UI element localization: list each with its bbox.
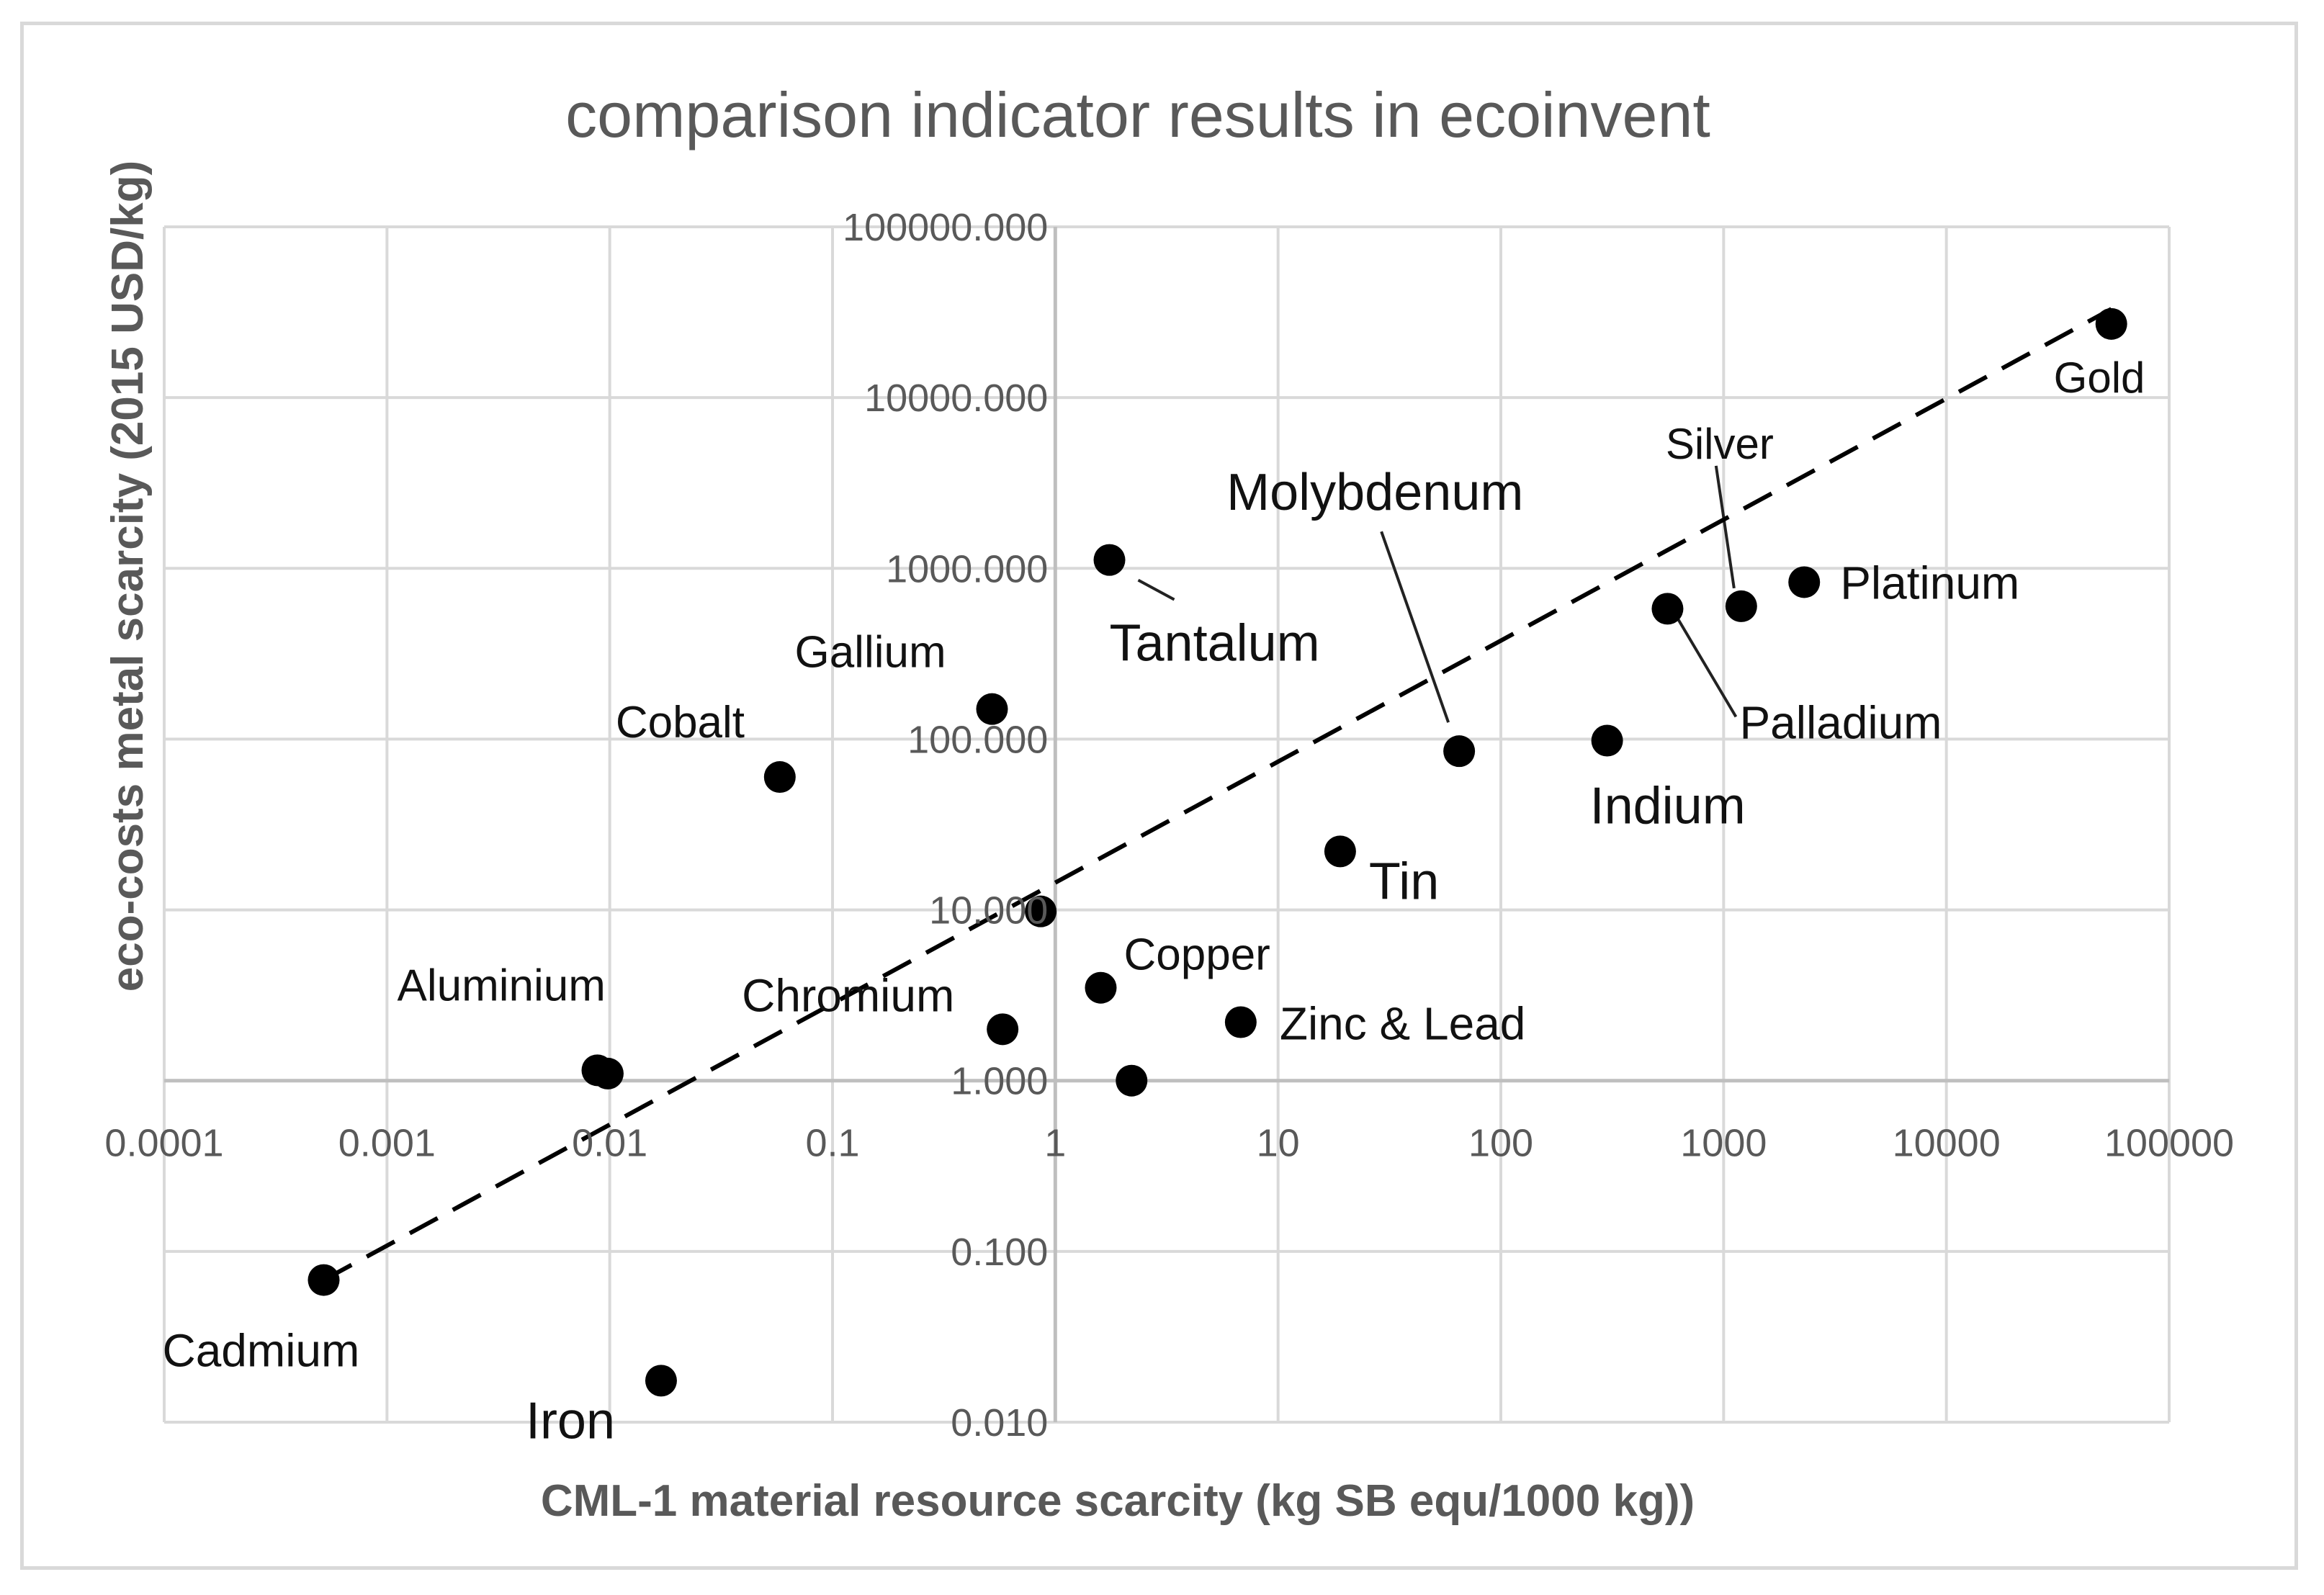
point-gallium: [976, 693, 1008, 725]
point-tin: [1324, 835, 1356, 868]
point-platinum: [1788, 566, 1821, 598]
point-label-gold: Gold: [2054, 354, 2145, 402]
y-tick-label-0: 0.010: [951, 1401, 1048, 1445]
leader-line-palladium: [1677, 619, 1738, 718]
y-tick-label-6: 10000.000: [864, 377, 1048, 420]
point-label-indium: Indium: [1590, 778, 1746, 835]
point-label-molybdenum: Molybdenum: [1226, 464, 1523, 521]
point-unlabeled-13: [1025, 895, 1057, 927]
x-tick-label-0: 0.0001: [104, 1122, 223, 1165]
grid-layer: [163, 225, 2171, 1424]
point-label-chromium: Chromium: [742, 969, 954, 1021]
point-label-cadmium: Cadmium: [162, 1325, 359, 1377]
point-label-platinum: Platinum: [1840, 557, 2019, 608]
chart-title: comparison indicator results in ecoinven…: [565, 79, 1710, 150]
x-tick-label-8: 10000: [1893, 1122, 2001, 1165]
point-unlabeled-14: [1116, 1064, 1148, 1097]
y-tick-label-3: 10.000: [929, 889, 1048, 933]
trendline: [323, 307, 2113, 1282]
y-tick-label-5: 1000.000: [886, 547, 1048, 590]
point-silver: [1725, 590, 1757, 622]
point-label-iron: Iron: [526, 1392, 615, 1450]
leader-line-molybdenum: [1380, 531, 1450, 723]
x-tick-label-2: 0.01: [572, 1122, 647, 1165]
point-zinc-and-lead: [1224, 1006, 1257, 1038]
point-label-aluminium: Aluminium: [397, 961, 605, 1010]
point-label-zinc-and-lead: Zinc & Lead: [1280, 998, 1526, 1050]
y-axis-title: eco-costs metal scarcity (2015 USD/kg): [103, 161, 153, 992]
x-tick-label-9: 100000: [2104, 1122, 2234, 1165]
y-tick-label-4: 100.000: [907, 718, 1048, 761]
point-label-cobalt: Cobalt: [616, 698, 745, 747]
chart-frame: [20, 22, 2298, 1570]
point-unlabeled-16: [591, 1057, 624, 1089]
x-tick-label-4: 1: [1044, 1122, 1066, 1165]
point-cadmium: [308, 1264, 340, 1296]
point-tantalum: [1093, 544, 1126, 576]
trend-layer: [323, 307, 2113, 1282]
leader-line-tantalum: [1137, 578, 1175, 601]
point-labels: Gold Silver Platinum Palladium Indium Molybde…: [162, 354, 2145, 1450]
point-indium: [1591, 724, 1623, 757]
y-tick-label-7: 100000.000: [843, 206, 1048, 249]
point-molybdenum: [1443, 735, 1476, 768]
x-axis-title: CML-1 material resource scarcity (kg SB …: [541, 1476, 1695, 1526]
x-tick-label-3: 0.1: [805, 1122, 859, 1165]
point-label-palladium: Palladium: [1739, 696, 1942, 748]
x-tick-labels: 0.0001 0.001 0.01 0.1 1 10 100 1000 10000 100000: [104, 1122, 2234, 1165]
point-label-silver: Silver: [1666, 420, 1774, 468]
leader-layer: [1137, 465, 1738, 723]
point-gold: [2095, 307, 2127, 340]
x-tick-label-5: 10: [1257, 1122, 1300, 1165]
point-layer: [308, 307, 2127, 1397]
x-tick-label-7: 1000: [1680, 1122, 1767, 1165]
point-label-tin: Tin: [1369, 853, 1439, 910]
point-palladium: [1651, 593, 1684, 625]
point-iron: [645, 1365, 677, 1397]
point-cobalt: [763, 761, 796, 794]
y-tick-label-1: 0.100: [951, 1231, 1048, 1274]
point-label-gallium: Gallium: [794, 628, 946, 678]
point-label-tantalum: Tantalum: [1110, 615, 1320, 673]
x-tick-label-6: 100: [1468, 1122, 1533, 1165]
point-label-copper: Copper: [1123, 930, 1270, 980]
leader-line-silver: [1714, 465, 1736, 589]
x-tick-label-1: 0.001: [338, 1122, 436, 1165]
point-chromium: [987, 1013, 1019, 1046]
y-tick-labels: 0.010 0.100 1.000 10.000 100.000 1000.000 1000…: [843, 206, 1048, 1445]
y-tick-label-2: 1.000: [951, 1060, 1048, 1103]
point-copper: [1085, 971, 1117, 1004]
